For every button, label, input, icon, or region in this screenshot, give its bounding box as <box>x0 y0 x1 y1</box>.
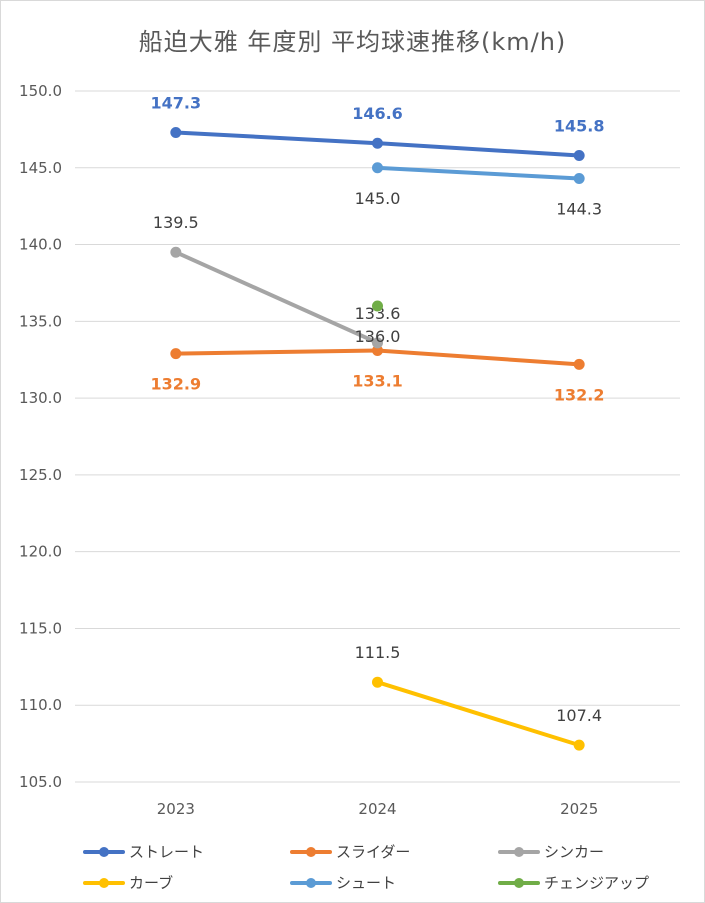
data-label: 107.4 <box>556 706 602 725</box>
data-point <box>372 300 383 312</box>
data-point <box>573 149 585 161</box>
data-point <box>372 162 383 174</box>
legend-swatch-marker <box>306 878 316 888</box>
data-point <box>372 337 383 349</box>
legend-label: チェンジアップ <box>544 874 649 892</box>
data-point <box>170 126 182 138</box>
legend-swatch-marker <box>99 847 109 857</box>
data-label: 139.5 <box>153 213 199 232</box>
data-label: 144.3 <box>556 200 602 219</box>
legend-label: カーブ <box>129 874 173 892</box>
data-label: 133.1 <box>352 372 403 391</box>
data-label: 132.2 <box>554 385 605 404</box>
legend-label: シュート <box>336 874 396 892</box>
data-point <box>573 739 585 751</box>
x-tick-label: 2025 <box>560 800 598 818</box>
legend-swatch-marker <box>514 878 524 888</box>
x-tick-label: 2023 <box>157 800 195 818</box>
y-tick-label: 125.0 <box>19 466 62 484</box>
y-tick-label: 110.0 <box>19 696 62 714</box>
y-tick-label: 105.0 <box>19 773 62 791</box>
chart-title: 船迫大雅 年度別 平均球速推移(km/h) <box>138 28 567 56</box>
series-line-4 <box>375 165 582 181</box>
series-line-3 <box>375 680 582 748</box>
data-point <box>372 676 383 688</box>
data-label: 147.3 <box>151 93 202 112</box>
y-tick-label: 140.0 <box>19 236 62 254</box>
legend-swatch-marker <box>99 878 109 888</box>
series-line-2 <box>173 250 380 345</box>
data-label: 133.6 <box>355 304 401 323</box>
data-label: 136.0 <box>355 327 401 346</box>
y-tick-label: 130.0 <box>19 389 62 407</box>
data-point <box>170 348 182 360</box>
legend-label: ストレート <box>129 843 204 861</box>
data-point <box>573 358 585 370</box>
x-tick-label: 2024 <box>358 800 396 818</box>
data-label: 146.6 <box>352 104 403 123</box>
y-tick-label: 145.0 <box>19 159 62 177</box>
data-label: 145.8 <box>554 116 605 135</box>
legend-swatch-marker <box>306 847 316 857</box>
data-label: 132.9 <box>151 375 202 394</box>
data-point <box>372 137 383 149</box>
legend-label: シンカー <box>544 843 604 861</box>
legend-swatch-marker <box>514 847 524 857</box>
y-tick-label: 135.0 <box>19 312 62 330</box>
data-point <box>573 173 585 185</box>
y-tick-label: 150.0 <box>19 82 62 100</box>
data-point <box>170 246 182 258</box>
data-label: 145.0 <box>355 189 401 208</box>
y-tick-label: 120.0 <box>19 543 62 561</box>
data-label: 111.5 <box>355 643 401 662</box>
legend-label: スライダー <box>336 843 410 861</box>
y-tick-label: 115.0 <box>19 619 62 637</box>
